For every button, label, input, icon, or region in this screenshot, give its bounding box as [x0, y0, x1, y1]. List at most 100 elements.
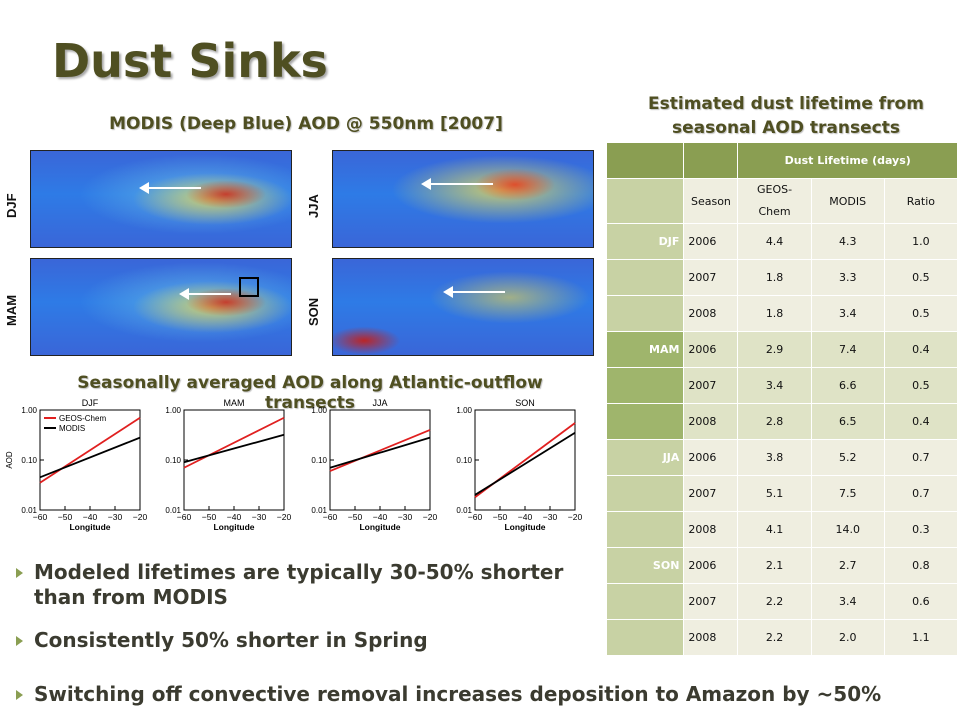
x-tick-label: −50: [58, 512, 73, 522]
y-tick-label: 0.01: [311, 506, 327, 515]
row-geos-chem-cell: 2.2: [737, 583, 812, 620]
row-modis-cell: 2.0: [810, 619, 885, 656]
y-tick-label: 1.00: [21, 406, 37, 415]
x-tick-label: −40: [83, 512, 98, 522]
aod-map-djf: [30, 150, 292, 248]
series-line-geos-chem: [39, 416, 141, 484]
bullet-list: Switching off convective removal increas…: [12, 682, 952, 707]
row-ratio-cell: 0.7: [883, 475, 959, 512]
x-tick-label: −20: [423, 512, 438, 522]
y-tick-label: 1.00: [311, 406, 327, 415]
table-row: 2007 3.4 6.6 0.5: [605, 367, 959, 404]
row-geos-chem-cell: 3.8: [737, 439, 812, 476]
table-row: 2007 2.2 3.4 0.6: [605, 583, 959, 620]
x-tick-label: −20: [277, 512, 292, 522]
table-column-header-row: Season GEOS-Chem MODIS Ratio: [605, 178, 959, 224]
table-row: 2008 2.8 6.5 0.4: [605, 403, 959, 440]
aod-map-jja: [332, 150, 594, 248]
row-geos-chem-cell: 1.8: [737, 295, 812, 332]
row-season-cell: MAM: [605, 331, 685, 368]
x-tick-label: −30: [398, 512, 413, 522]
season-label-jja: JJA: [306, 194, 321, 218]
row-geos-chem-cell: 5.1: [737, 475, 812, 512]
row-year-cell: 2006: [683, 547, 739, 584]
row-geos-chem-cell: 2.9: [737, 331, 812, 368]
row-modis-cell: 14.0: [810, 511, 885, 548]
bullet-list: Modeled lifetimes are typically 30-50% s…: [12, 560, 572, 610]
y-axis-label: AOD: [5, 451, 14, 469]
x-axis-label: Longitude: [359, 522, 400, 532]
row-ratio-cell: 1.1: [883, 619, 959, 656]
row-season-cell: [605, 475, 685, 512]
column-header-season: Season: [683, 178, 739, 224]
row-modis-cell: 2.7: [810, 547, 885, 584]
x-tick-label: −60: [177, 512, 192, 522]
row-geos-chem-cell: 2.2: [737, 619, 812, 656]
y-tick-label: 0.01: [165, 506, 181, 515]
chart-title: SON: [515, 398, 535, 408]
row-modis-cell: 7.5: [810, 475, 885, 512]
lifetime-heading: Estimated dust lifetime from seasonal AO…: [648, 94, 924, 138]
series-line-modis: [329, 436, 431, 469]
row-season-cell: [605, 403, 685, 440]
row-year-cell: 2008: [683, 295, 739, 332]
bullet-item: Modeled lifetimes are typically 30-50% s…: [12, 560, 572, 610]
row-modis-cell: 3.4: [810, 583, 885, 620]
x-axis-label: Longitude: [69, 522, 110, 532]
row-geos-chem-cell: 2.1: [737, 547, 812, 584]
season-label-mam: MAM: [4, 294, 19, 326]
y-tick-label: 0.10: [311, 456, 327, 465]
row-season-cell: DJF: [605, 223, 685, 260]
transects-heading: Seasonally averaged AOD along Atlantic-o…: [77, 373, 543, 413]
table-row: DJF 2006 4.4 4.3 1.0: [605, 223, 959, 260]
row-year-cell: 2008: [683, 511, 739, 548]
row-modis-cell: 3.4: [810, 295, 885, 332]
row-ratio-cell: 0.5: [883, 367, 959, 404]
series-line-modis: [474, 432, 576, 496]
group-header-cell: Dust Lifetime (days): [737, 142, 958, 179]
x-tick-label: −40: [227, 512, 242, 522]
transect-arrow: [421, 178, 493, 190]
row-year-cell: 2006: [683, 223, 739, 260]
chart-title: JJA: [372, 398, 387, 408]
maps-heading: MODIS (Deep Blue) AOD @ 550nm [2007]: [109, 114, 503, 134]
row-modis-cell: 6.5: [810, 403, 885, 440]
transect-arrow: [139, 182, 201, 194]
row-modis-cell: 3.3: [810, 259, 885, 296]
plot-frame: [39, 409, 141, 511]
legend-label: MODIS: [59, 424, 85, 433]
bullet-item: Switching off convective removal increas…: [12, 682, 952, 707]
row-year-cell: 2007: [683, 367, 739, 404]
row-ratio-cell: 0.8: [883, 547, 959, 584]
row-ratio-cell: 0.3: [883, 511, 959, 548]
row-ratio-cell: 0.4: [883, 403, 959, 440]
transect-arrow: [179, 288, 231, 300]
x-tick-label: −40: [518, 512, 533, 522]
row-season-cell: [605, 583, 685, 620]
source-region-box: [239, 277, 259, 297]
row-year-cell: 2008: [683, 619, 739, 656]
x-tick-label: −60: [33, 512, 48, 522]
x-tick-label: −40: [373, 512, 388, 522]
row-season-cell: [605, 511, 685, 548]
y-tick-label: 0.10: [456, 456, 472, 465]
row-season-cell: [605, 259, 685, 296]
row-ratio-cell: 0.6: [883, 583, 959, 620]
column-header-ratio: Ratio: [883, 178, 959, 224]
row-year-cell: 2007: [683, 475, 739, 512]
plot-frame: [329, 409, 431, 511]
y-tick-label: 1.00: [165, 406, 181, 415]
x-tick-label: −30: [543, 512, 558, 522]
aod-map-mam: [30, 258, 292, 356]
x-tick-label: −50: [348, 512, 363, 522]
table-row: 2007 5.1 7.5 0.7: [605, 475, 959, 512]
row-ratio-cell: 1.0: [883, 223, 959, 260]
transect-arrow: [443, 286, 505, 298]
y-tick-label: 0.01: [21, 506, 37, 515]
column-header-modis: MODIS: [810, 178, 885, 224]
row-season-cell: [605, 619, 685, 656]
row-geos-chem-cell: 4.1: [737, 511, 812, 548]
table-corner-cell: [605, 178, 685, 224]
series-line-modis: [39, 436, 141, 479]
x-tick-label: −50: [202, 512, 217, 522]
